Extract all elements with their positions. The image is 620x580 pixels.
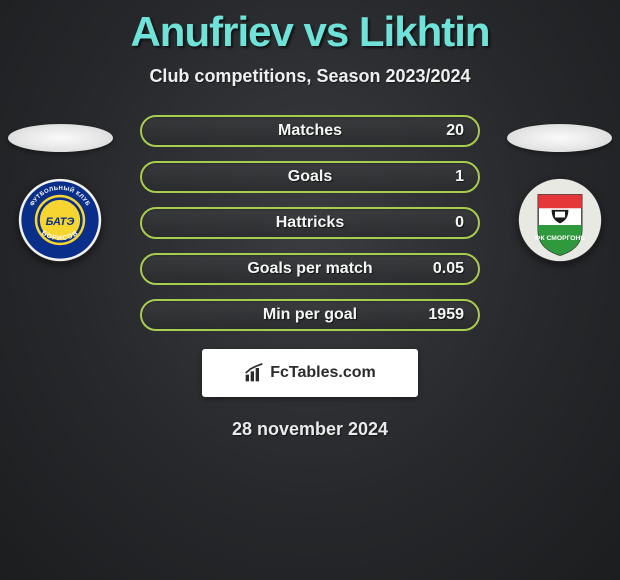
- promo-text: FcTables.com: [270, 364, 376, 382]
- stat-value: 20: [446, 122, 464, 140]
- bate-logo-svg: ФУТБОЛЬНЫЙ КЛУБ БОРИСОВ БАТЭ: [18, 178, 102, 262]
- stat-row: Matches 20: [140, 115, 480, 147]
- stats-list: Matches 20 Goals 1 Hattricks 0 Goals per…: [140, 115, 480, 331]
- snapshot-date: 28 november 2024: [0, 419, 620, 440]
- stat-label: Min per goal: [263, 306, 357, 324]
- stat-label: Goals per match: [247, 260, 372, 278]
- stat-value: 0: [455, 214, 464, 232]
- season-subtitle: Club competitions, Season 2023/2024: [0, 66, 620, 87]
- svg-text:ФК СМОРГОНЬ: ФК СМОРГОНЬ: [535, 235, 586, 242]
- chart-icon: [244, 363, 264, 383]
- fctables-promo-link[interactable]: FcTables.com: [202, 349, 418, 397]
- stat-label: Goals: [288, 168, 332, 186]
- stat-value: 0.05: [433, 260, 464, 278]
- stat-label: Matches: [278, 122, 342, 140]
- stat-row: Hattricks 0: [140, 207, 480, 239]
- club-logo-right: ФК СМОРГОНЬ: [518, 178, 602, 262]
- stat-row: Goals per match 0.05: [140, 253, 480, 285]
- smorgon-logo-svg: ФК СМОРГОНЬ: [518, 178, 602, 262]
- player-photo-placeholder-left: [8, 124, 113, 152]
- stat-value: 1: [455, 168, 464, 186]
- stat-value: 1959: [428, 306, 464, 324]
- comparison-title: Anufriev vs Likhtin: [0, 0, 620, 56]
- player-photo-placeholder-right: [507, 124, 612, 152]
- stat-label: Hattricks: [276, 214, 344, 232]
- svg-text:БАТЭ: БАТЭ: [46, 216, 75, 228]
- club-logo-left: ФУТБОЛЬНЫЙ КЛУБ БОРИСОВ БАТЭ: [18, 178, 102, 262]
- stat-row: Min per goal 1959: [140, 299, 480, 331]
- stat-row: Goals 1: [140, 161, 480, 193]
